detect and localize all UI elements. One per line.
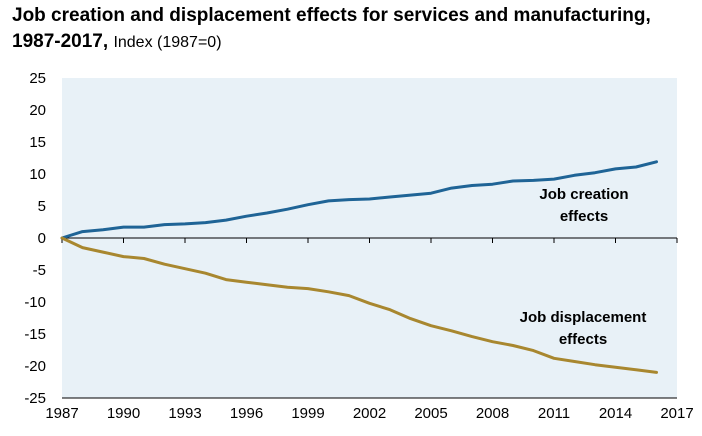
x-tick-label: 2014 [599,405,632,422]
y-tick-label: -20 [24,358,46,375]
y-tick-label: 5 [38,198,46,215]
x-tick-label: 1993 [168,405,201,422]
series-annotation-1: Job creation [539,186,628,203]
subtitle-text: Index (1987=0) [113,34,222,51]
series-annotation-2: Job displacement [520,309,647,326]
x-tick-label: 1987 [45,405,78,422]
x-tick-label: 2008 [476,405,509,422]
y-tick-label: 20 [29,102,46,119]
y-tick-label: -10 [24,294,46,311]
series-annotation-1: effects [560,208,608,225]
chart-title: Job creation and displacement effects fo… [12,3,692,56]
x-tick-label: 1999 [291,405,324,422]
y-tick-label: 15 [29,134,46,151]
y-tick-label: 0 [38,230,46,247]
x-tick-label: 2005 [414,405,447,422]
x-tick-label: 2017 [660,405,693,422]
x-tick-label: 2002 [353,405,386,422]
series-annotation-2: effects [559,331,607,348]
y-tick-label: -15 [24,326,46,343]
y-tick-label: -25 [24,390,46,407]
y-tick-label: -5 [33,262,46,279]
series-line-1 [60,160,658,240]
x-tick-label: 1990 [107,405,140,422]
y-tick-label: 25 [29,70,46,87]
series-line-2 [60,236,658,374]
x-tick-label: 2011 [538,405,570,422]
x-tick-label: 1996 [230,405,263,422]
title-text: Job creation and displacement effects fo… [12,5,651,52]
y-tick-label: 10 [29,166,46,183]
